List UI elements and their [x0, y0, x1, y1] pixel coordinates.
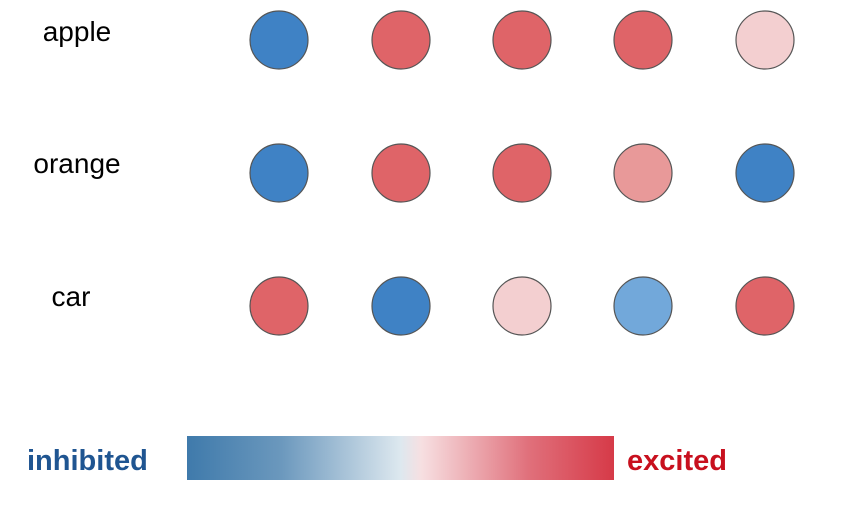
legend-low-label: inhibited	[27, 445, 148, 477]
legend-high-label: excited	[627, 445, 727, 477]
neuron-orange-3	[492, 143, 552, 203]
neuron-grid	[249, 10, 795, 336]
colorbar	[187, 436, 614, 480]
neuron-apple-3	[492, 10, 552, 70]
neuron-apple-4	[613, 10, 673, 70]
neuron-car-1	[249, 276, 309, 336]
row-label-apple: apple	[43, 16, 112, 47]
neuron-apple-2	[371, 10, 431, 70]
neuron-apple-5	[735, 10, 795, 70]
neuron-orange-4	[613, 143, 673, 203]
neuron-car-2	[371, 276, 431, 336]
colorbar-legend: inhibited excited	[27, 436, 727, 480]
neuron-car-5	[735, 276, 795, 336]
neuron-car-4	[613, 276, 673, 336]
row-label-orange: orange	[33, 148, 120, 179]
neuron-orange-1	[249, 143, 309, 203]
neuron-apple-1	[249, 10, 309, 70]
row-label-car: car	[52, 281, 91, 312]
neuron-orange-2	[371, 143, 431, 203]
neuron-car-3	[492, 276, 552, 336]
neuron-orange-5	[735, 143, 795, 203]
